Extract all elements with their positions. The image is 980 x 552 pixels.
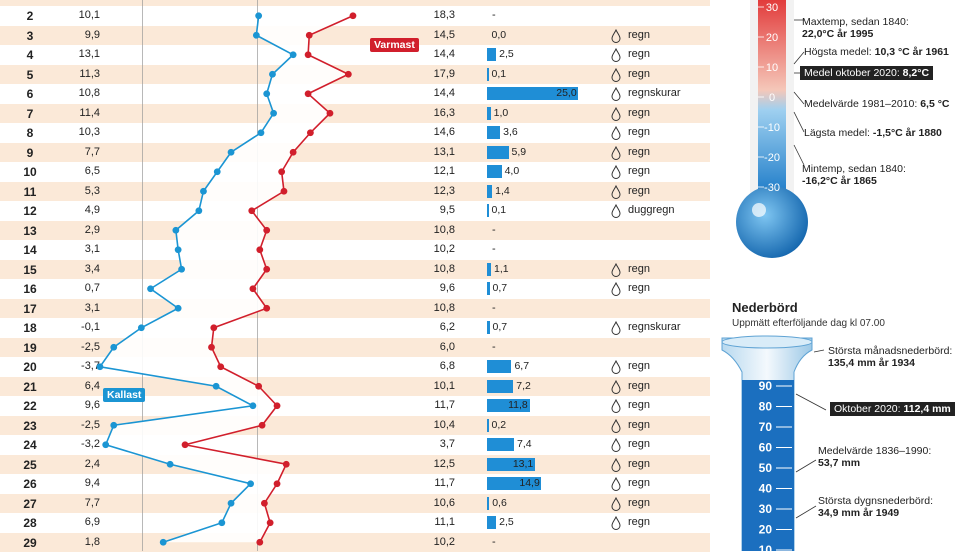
thermometer-tick-label: 20 xyxy=(766,32,778,44)
max-temp-point xyxy=(290,149,297,156)
max-temp-point xyxy=(263,266,270,273)
min-temp-point xyxy=(110,344,117,351)
min-temp-point xyxy=(290,51,297,58)
gauge-tick-label: 20 xyxy=(759,523,773,537)
max-temp-point xyxy=(305,51,312,58)
thermometer-tick-label: -30 xyxy=(764,182,780,194)
min-temp-point xyxy=(200,188,207,195)
min-temp-point xyxy=(218,519,225,526)
storsta-dygn-note: Största dygnsnederbörd:34,9 mm år 1949 xyxy=(818,495,933,519)
kallast-label: Kallast xyxy=(103,388,145,402)
maxtemp-note: Maxtemp, sedan 1840:22,0°C år 1995 xyxy=(802,16,909,40)
max-temp-point xyxy=(255,383,262,390)
thermometer-tick-label: -20 xyxy=(764,152,780,164)
varmast-label: Varmast xyxy=(370,38,419,52)
min-temp-point xyxy=(175,305,182,312)
max-temp-point xyxy=(208,344,215,351)
min-temp-point xyxy=(213,383,220,390)
max-temp-point xyxy=(350,12,357,19)
gauge-tick-label: 40 xyxy=(759,482,773,496)
min-temp-point xyxy=(269,71,276,78)
max-temp-point xyxy=(182,441,189,448)
min-temp-point xyxy=(147,285,154,292)
max-temp-point xyxy=(274,402,281,409)
min-temp-point xyxy=(175,246,182,253)
min-temp-point xyxy=(228,500,235,507)
temperature-chart xyxy=(0,0,710,551)
mintemp-note: Mintemp, sedan 1840:-16,2°C år 1865 xyxy=(802,163,906,187)
min-temp-point xyxy=(250,402,257,409)
min-temp-point xyxy=(160,539,167,546)
thermometer-tick-label: 30 xyxy=(766,2,778,14)
max-temp-point xyxy=(274,480,281,487)
right-panel: 30 20 10 0 -10 -20 -30 90 80 70 60 50 40 30 20 10 Maxt… xyxy=(712,0,980,551)
max-temp-point xyxy=(263,305,270,312)
max-temp-point xyxy=(307,129,314,136)
min-temp-point xyxy=(228,149,235,156)
gauge-tick-label: 90 xyxy=(759,379,773,393)
min-temp-point xyxy=(263,90,270,97)
max-temp-point xyxy=(261,500,268,507)
max-temp-point xyxy=(256,246,263,253)
min-temp-point xyxy=(102,441,109,448)
gauge-tick-label: 70 xyxy=(759,420,773,434)
min-temp-point xyxy=(110,422,117,429)
min-temp-point xyxy=(167,461,174,468)
gauge-tick-label: 10 xyxy=(759,543,773,551)
min-temp-point xyxy=(97,363,104,370)
max-temp-point xyxy=(306,32,313,39)
min-temp-point xyxy=(214,168,221,175)
min-temp-point xyxy=(270,110,277,117)
max-temp-point xyxy=(278,168,285,175)
thermometer-tick-label: 10 xyxy=(766,62,778,74)
gauge-tick-label: 80 xyxy=(759,400,773,414)
temp-range-area xyxy=(100,16,353,543)
max-temp-point xyxy=(327,110,334,117)
max-temp-point xyxy=(250,285,257,292)
nederbord-subtitle: Uppmätt efterföljande dag kl 07.00 xyxy=(732,318,885,329)
max-temp-point xyxy=(259,422,266,429)
gauge-tick-label: 50 xyxy=(759,461,773,475)
gauge-tick-label: 60 xyxy=(759,441,773,455)
medel-oktober-box: Medel oktober 2020: 8,2°C xyxy=(800,66,933,80)
min-temp-point xyxy=(195,207,202,214)
thermometer-tick-label: -10 xyxy=(764,122,780,134)
medelvarde-nederbord-note: Medelvärde 1836–1990:53,7 mm xyxy=(818,445,931,469)
max-temp-point xyxy=(283,461,290,468)
max-temp-point xyxy=(281,188,288,195)
max-temp-point xyxy=(267,519,274,526)
min-temp-point xyxy=(178,266,185,273)
max-temp-point xyxy=(210,324,217,331)
min-temp-point xyxy=(258,129,265,136)
lagsta-medel-note: Lägsta medel: -1,5°C år 1880 xyxy=(804,127,942,139)
min-temp-point xyxy=(172,227,179,234)
max-temp-point xyxy=(345,71,352,78)
max-temp-point xyxy=(248,207,255,214)
oktober-2020-box: Oktober 2020: 112,4 mm xyxy=(830,402,955,416)
medelvarde-note: Medelvärde 1981–2010: 6,5 °C xyxy=(804,98,949,110)
nederbord-title: Nederbörd xyxy=(732,300,798,315)
min-temp-point xyxy=(138,324,145,331)
max-temp-point xyxy=(263,227,270,234)
storsta-manad-note: Största månadsnederbörd:135,4 mm år 1934 xyxy=(828,345,952,369)
gauge-tick-label: 30 xyxy=(759,502,773,516)
min-temp-point xyxy=(247,480,254,487)
min-temp-point xyxy=(253,32,260,39)
hogsta-medel-note: Högsta medel: 10,3 °C år 1961 xyxy=(804,46,949,58)
max-temp-point xyxy=(256,539,263,546)
min-temp-point xyxy=(255,12,262,19)
max-temp-point xyxy=(217,363,224,370)
thermometer-tick-label: 0 xyxy=(769,92,775,104)
max-temp-point xyxy=(305,90,312,97)
